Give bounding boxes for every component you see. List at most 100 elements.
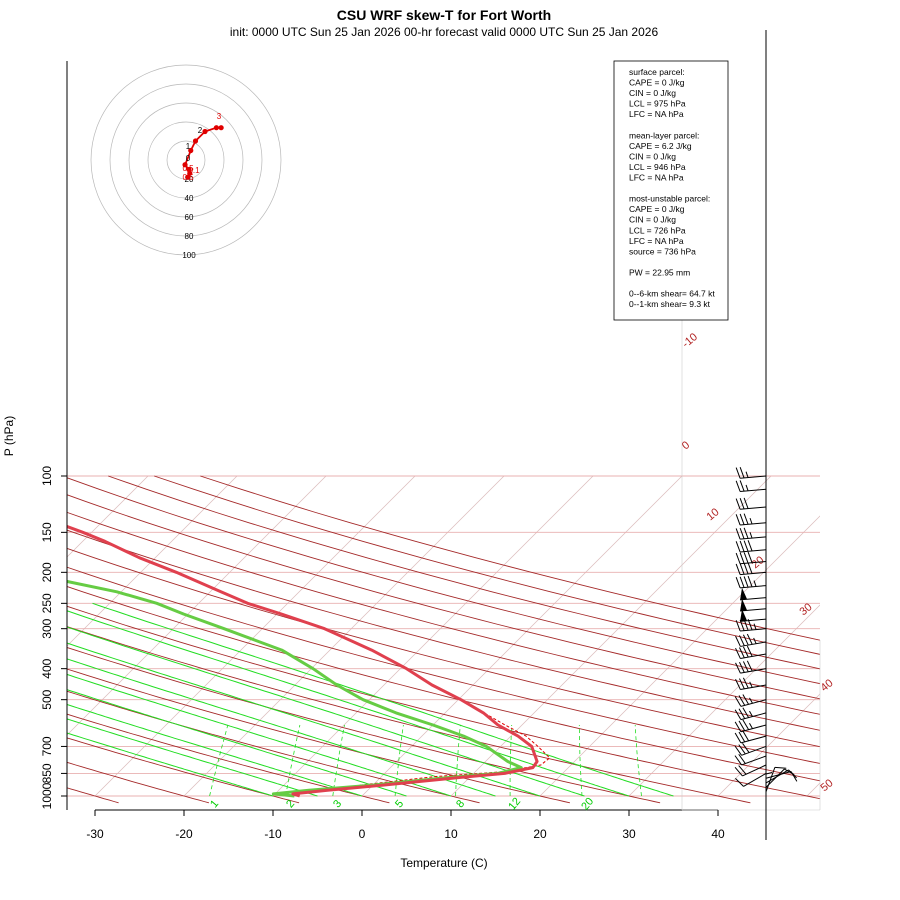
info-box-text: surface parcel: CAPE = 0 J/kg CIN = 0 J/kg… [629, 67, 715, 309]
wind-barb-full-tick [735, 648, 741, 659]
background-grid [0, 475, 820, 804]
isotherm-line [94, 475, 416, 797]
mixing-ratio-label: 1 [208, 798, 221, 810]
hodograph-ring [166, 140, 206, 180]
wind-barb-full-tick [743, 552, 749, 564]
y-tick-label: 850 [40, 763, 54, 783]
temperature-profile-line [67, 524, 539, 798]
info-box-line: surface parcel: [629, 67, 685, 77]
info-box-line: most-unstable parcel: [629, 194, 710, 204]
wind-barb-full-tick [743, 576, 749, 588]
dry-adiabat-label: -10 [680, 331, 700, 350]
wind-barb-full-tick [739, 540, 745, 552]
mixing-ratio-line [455, 724, 461, 797]
moist-adiabat-line [67, 642, 541, 797]
wind-barb-full-tick [746, 660, 753, 672]
info-box-line: LFC = NA hPa [629, 236, 684, 246]
wind-barb-full-tick [747, 551, 753, 563]
wind-barb [734, 719, 767, 733]
wind-barb-staff [740, 618, 767, 622]
hodograph-ring-label: 40 [185, 194, 194, 203]
wind-barb-staff [740, 585, 767, 589]
wind-barb-full-tick [734, 745, 742, 756]
dry-adiabat-line [154, 475, 820, 655]
wind-barb-half-tick [745, 471, 749, 478]
mixing-ratio-line [509, 724, 513, 796]
wind-barb-full-tick [738, 765, 747, 775]
wind-barb [735, 633, 767, 647]
wind-barb-staff [743, 772, 767, 787]
wind-barb-staff [765, 769, 789, 784]
wind-barb-full-tick [746, 633, 753, 645]
wind-barb-full-tick [739, 480, 745, 492]
x-tick-label: 30 [622, 827, 636, 841]
wind-barb-full-tick [735, 662, 741, 674]
wind-barb-full-tick [739, 635, 745, 646]
wind-barb [735, 497, 767, 510]
y-tick-label: 200 [40, 562, 54, 582]
wind-barb-staff [740, 724, 767, 733]
wind-barb [734, 742, 767, 756]
wind-barb-half-tick [749, 722, 753, 729]
wind-barb-staff [740, 560, 767, 565]
hodograph-height-label: 3 [217, 112, 222, 121]
dry-adiabat-line [67, 713, 390, 804]
dry-adiabat-line [67, 586, 820, 782]
info-box-line: PW = 22.95 mm [629, 267, 690, 277]
info-box-line: LCL = 726 hPa [629, 225, 686, 235]
dry-adiabat-line [67, 668, 570, 804]
hodograph-ring-label: 60 [185, 213, 194, 222]
wind-barb-staff [740, 712, 767, 721]
wind-barb-full-tick [774, 766, 787, 769]
info-box-line: source = 736 hPa [629, 246, 696, 256]
wind-barb-half-tick [749, 681, 753, 688]
info-box-line: CAPE = 0 J/kg [629, 78, 685, 88]
wind-barb [735, 480, 767, 493]
wind-barb-full-tick [739, 661, 745, 673]
wind-barb-full-tick [738, 720, 746, 731]
wind-barb-half-tick [765, 772, 773, 775]
hodograph-height-label: 2 [198, 126, 203, 135]
wind-barb-staff [740, 699, 767, 707]
wind-barb-full-tick [743, 563, 749, 575]
dry-adiabat-line [67, 494, 820, 700]
wind-barb [734, 707, 767, 721]
wind-barb [735, 527, 767, 540]
wind-barb [735, 677, 767, 691]
dry-adiabat-line [0, 476, 28, 803]
mixing-ratio-line [394, 724, 404, 797]
x-axis-label: Temperature (C) [400, 856, 487, 870]
isotherm-line [67, 475, 238, 647]
wind-barb-full-tick [738, 731, 746, 743]
wind-barb-half-tick [753, 637, 757, 644]
wind-barb-full-tick [742, 742, 750, 753]
wind-barb-full-tick [747, 575, 753, 587]
mixing-ratio-line [578, 724, 583, 797]
mixing-ratio-label: 5 [393, 798, 406, 810]
info-box-frame [613, 60, 729, 321]
info-box-line: LFC = NA hPa [629, 173, 684, 183]
info-box-line: 0--6-km shear= 64.7 kt [629, 289, 715, 299]
wind-barb [735, 575, 767, 589]
wind-barb-half-tick [749, 532, 753, 539]
wind-barb [734, 694, 767, 707]
wind-barb-full-tick [739, 527, 745, 539]
wind-barb [740, 598, 767, 612]
x-tick-label: -20 [175, 827, 193, 841]
parcel-info-box: surface parcel: CAPE = 0 J/kg CIN = 0 J/kg… [613, 60, 729, 321]
hodograph-point [188, 147, 194, 154]
mixing-ratio-line [285, 724, 301, 797]
hodograph-ring-label: 80 [185, 232, 194, 241]
hodograph-point [182, 162, 188, 168]
wind-barb-staff [765, 771, 792, 779]
wind-barb [740, 609, 767, 622]
x-tick-label: 0 [359, 827, 366, 841]
wind-barb-staff [740, 684, 767, 691]
wind-barb-staff [742, 764, 767, 777]
wind-barb-full-tick [735, 635, 741, 647]
wind-barb [734, 764, 767, 777]
wind-barb-full-tick [734, 766, 743, 777]
wind-barb [735, 551, 767, 565]
